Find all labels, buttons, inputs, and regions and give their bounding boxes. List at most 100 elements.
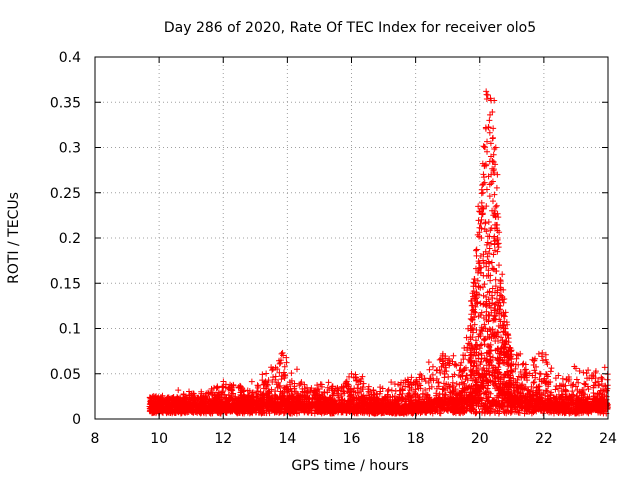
data-point	[266, 408, 273, 415]
data-point	[447, 389, 454, 396]
data-point	[417, 371, 424, 378]
data-point	[533, 408, 540, 415]
data-point	[379, 385, 386, 392]
data-point	[221, 396, 228, 403]
data-point	[453, 380, 460, 387]
data-point	[433, 390, 440, 397]
data-point	[492, 203, 499, 210]
data-point	[592, 407, 599, 414]
data-point	[514, 397, 521, 404]
data-point	[417, 385, 424, 392]
data-point	[473, 246, 480, 253]
data-point	[468, 398, 475, 405]
data-point	[513, 408, 520, 415]
data-point	[343, 409, 350, 416]
data-point	[480, 292, 487, 299]
data-point	[314, 382, 321, 389]
data-point	[474, 277, 481, 284]
data-point	[579, 387, 586, 394]
data-point	[426, 366, 433, 373]
data-point	[486, 233, 493, 240]
data-point	[402, 383, 409, 390]
data-point	[547, 368, 554, 375]
data-point	[442, 398, 449, 405]
data-point	[439, 390, 446, 397]
data-point	[354, 389, 361, 396]
data-point	[478, 216, 485, 223]
data-point	[343, 400, 350, 407]
data-point	[350, 394, 357, 401]
data-point	[205, 390, 212, 397]
data-point	[159, 395, 166, 402]
data-point	[468, 302, 475, 309]
data-point	[172, 408, 179, 415]
data-point	[489, 367, 496, 374]
data-point	[221, 406, 228, 413]
data-point	[478, 358, 485, 365]
data-point	[486, 181, 493, 188]
data-point	[408, 374, 415, 381]
data-point	[585, 386, 592, 393]
data-point	[576, 368, 583, 375]
data-point	[173, 400, 180, 407]
data-point	[458, 394, 465, 401]
data-point	[408, 394, 415, 401]
data-point	[479, 366, 486, 373]
chart-title: Day 286 of 2020, Rate Of TEC Index for r…	[164, 20, 536, 36]
data-point	[243, 404, 250, 411]
data-point	[501, 341, 508, 348]
data-point	[211, 404, 218, 411]
data-point	[423, 402, 430, 409]
data-point	[428, 407, 435, 414]
data-point	[215, 410, 222, 417]
grid	[95, 57, 608, 419]
data-point	[495, 299, 502, 306]
data-point	[495, 338, 502, 345]
data-point	[515, 373, 522, 380]
data-point	[281, 385, 288, 392]
data-point	[594, 391, 601, 398]
data-point	[492, 283, 499, 290]
data-point	[514, 388, 521, 395]
data-point	[240, 388, 247, 395]
data-point	[579, 403, 586, 410]
data-point	[545, 380, 552, 387]
data-point	[254, 388, 261, 395]
data-point	[486, 158, 493, 165]
data-point	[480, 181, 487, 188]
data-point	[402, 402, 409, 409]
data-point	[388, 379, 395, 386]
data-point	[314, 405, 321, 412]
data-point	[418, 376, 425, 383]
data-point	[248, 399, 255, 406]
data-point	[346, 373, 353, 380]
data-point	[500, 299, 507, 306]
data-point	[457, 401, 464, 408]
data-point	[491, 328, 498, 335]
data-point	[377, 388, 384, 395]
data-point	[480, 251, 487, 258]
data-point	[146, 405, 153, 412]
data-point	[425, 398, 432, 405]
data-point	[164, 394, 171, 401]
data-point	[556, 395, 563, 402]
data-point	[164, 408, 171, 415]
data-point	[277, 394, 284, 401]
data-point	[477, 312, 484, 319]
data-point	[484, 148, 491, 155]
data-point	[181, 396, 188, 403]
data-point	[496, 229, 503, 236]
data-point	[352, 404, 359, 411]
data-point	[590, 390, 597, 397]
data-point	[516, 407, 523, 414]
data-point	[494, 355, 501, 362]
data-point	[435, 379, 442, 386]
data-point	[338, 392, 345, 399]
data-point	[473, 367, 480, 374]
data-point	[536, 397, 543, 404]
data-point	[257, 388, 264, 395]
data-point	[480, 315, 487, 322]
data-point	[394, 409, 401, 416]
data-point	[490, 398, 497, 405]
data-point	[502, 381, 509, 388]
